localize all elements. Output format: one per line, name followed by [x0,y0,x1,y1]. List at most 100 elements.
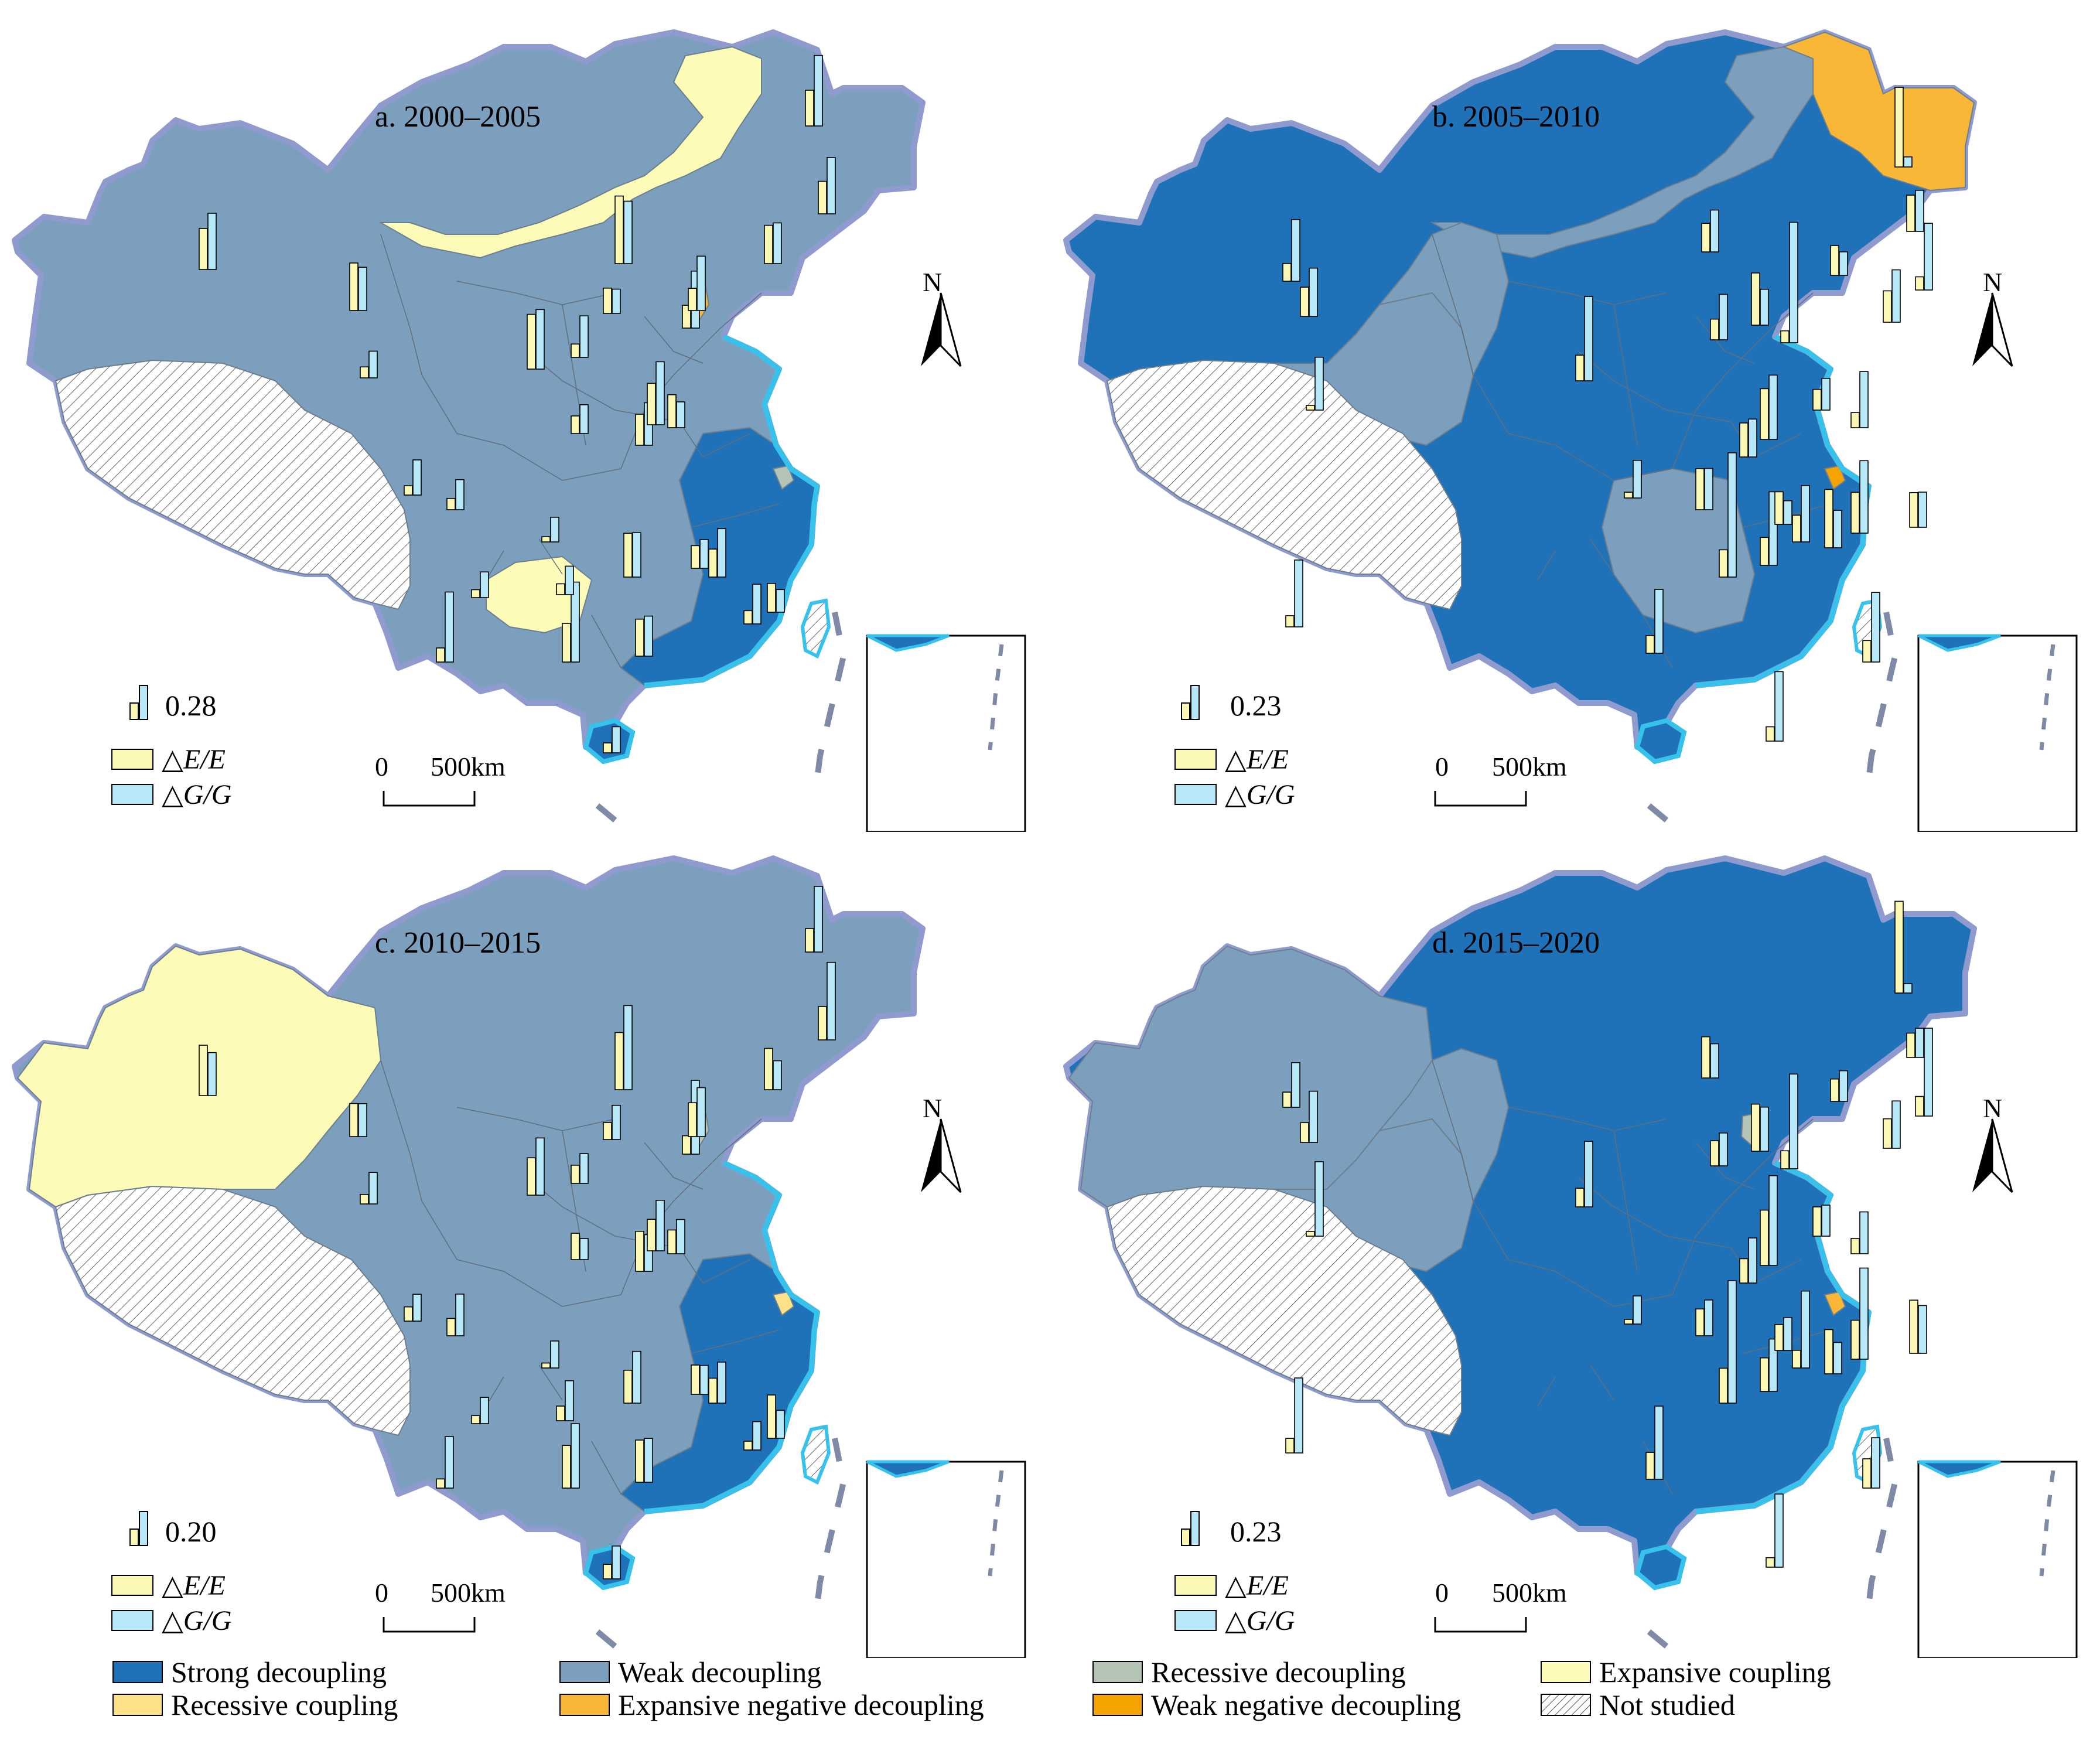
province-border [486,550,504,581]
gdp-legend-label: △G/G [1225,1605,1295,1636]
energy-bar [764,1048,773,1090]
energy-legend-label: △E/E [162,744,226,775]
energy-bar [541,1362,551,1369]
gdp-bar [1291,219,1300,282]
gdp-bar [579,404,589,434]
not-studied-hatch [56,360,410,609]
taiwan-island [800,1424,831,1485]
province-border [421,374,504,446]
north-arrow-icon [1991,292,2013,367]
gdp-legend-b: △G/G [1174,778,1295,811]
gdp-bar [1801,485,1810,543]
gdp-bar [550,517,559,543]
energy-bar [404,485,413,496]
legend-label: Weak negative decoupling [1151,1688,1462,1721]
energy-bar [1774,1324,1784,1351]
energy-bar [556,1405,565,1421]
gdp-bar [623,1005,633,1090]
energy-bar [708,548,718,578]
not-studied-hatch [1107,360,1462,609]
province-border [1613,304,1638,446]
gdp-bar [1748,418,1757,458]
energy-bar [1575,1188,1585,1207]
energy-bar [1751,272,1760,326]
energy-bar [1915,1096,1924,1117]
province-border [691,503,780,528]
province-border [673,292,762,376]
legend-weak-decoupling: Weak decoupling [559,1655,821,1689]
energy-bar [1824,489,1833,548]
energy-bar [1751,1103,1760,1152]
energy-bar [623,533,633,578]
energy-bar [562,623,571,663]
energy-bar [635,414,644,446]
province-border [1613,1130,1638,1272]
inset-coast [1917,1460,2001,1478]
energy-bar [1824,1329,1833,1374]
energy-bar [1774,491,1784,525]
north-label-c: N [923,1093,943,1123]
gdp-bar [612,726,621,753]
province-border [591,1441,622,1495]
legend-not-studied: Not studied [1541,1688,1735,1722]
bar-legend-value-a: 0.28 [165,689,217,722]
energy-bar [1850,1319,1860,1360]
province-border [1537,550,1556,581]
gdp-bar [207,1052,217,1096]
gdp-bar [358,1103,367,1137]
map-layer [1063,29,2078,832]
gdp-bar [696,255,706,311]
energy-bar [1760,388,1769,440]
gdp-bar [1748,1237,1757,1284]
province-border [1695,1142,1755,1190]
scale-value-c: 500km [431,1577,506,1608]
gdp-bar [699,539,709,569]
gdp-bar [623,200,633,264]
inset-coast [866,634,950,652]
gdp-bar [412,1294,422,1322]
energy-bar [1710,1140,1719,1166]
south-sea-inset [1917,634,2078,832]
province-border [1508,1107,1667,1131]
energy-bar [1862,640,1872,663]
recessive-coupling-swatch [112,1694,163,1716]
gdp-swatch [111,1610,153,1631]
gdp-bar [550,1340,559,1369]
taiwan-island [800,598,831,659]
scale-bar [383,791,476,807]
energy-bar [1701,223,1710,253]
gdp-bar [1710,209,1719,253]
gdp-bar [1704,468,1713,510]
gdp-bar [655,361,665,425]
legend-energy-bar [1181,1529,1190,1546]
gdp-bar [1294,559,1303,627]
energy-bar [1915,276,1924,291]
legend-label: Weak decoupling [618,1656,822,1688]
scale-zero-a: 0 [375,752,388,782]
north-label-a: N [923,267,943,297]
energy-swatch [1174,749,1217,770]
gdp-bar [455,479,465,510]
energy-bar [614,1032,624,1090]
gdp-bar [1915,190,1924,232]
legend-label: Expansive negative decoupling [618,1688,984,1721]
north-label-b: N [1983,267,2003,297]
province-border [1590,538,1614,575]
legend-label: Not studied [1599,1688,1735,1721]
gdp-bar [571,1423,580,1489]
gdp-bar [632,1350,641,1404]
gdp-bar [368,350,378,378]
gdp-bar [1768,1175,1778,1266]
gdp-bar [827,157,836,214]
province-border [486,1376,504,1407]
energy-bar [541,536,551,543]
energy-bar [1285,615,1295,627]
gdp-swatch [1174,784,1217,805]
gdp-bar [1839,251,1848,276]
gdp-swatch [111,784,153,805]
energy-bar [1306,405,1315,411]
scale-value-b: 500km [1492,751,1567,782]
gdp-bar [776,589,785,613]
energy-bar [1780,330,1790,343]
energy-bar [1894,87,1904,168]
